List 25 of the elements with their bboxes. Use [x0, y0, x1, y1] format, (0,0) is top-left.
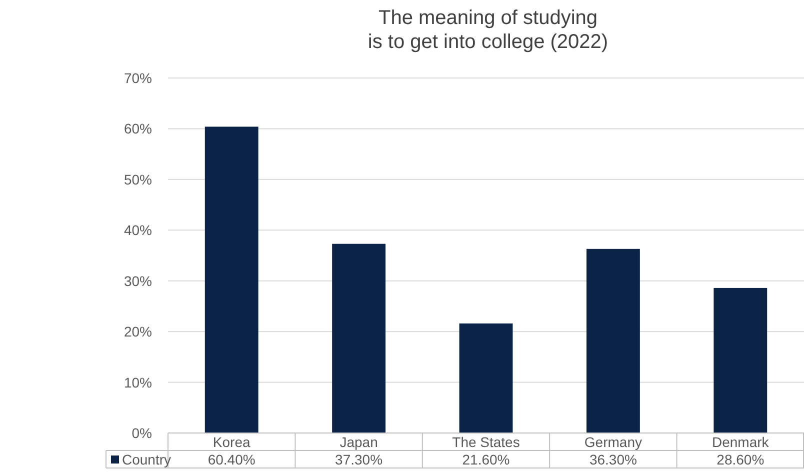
x-tick-label: The States [452, 434, 520, 450]
data-label: 37.30% [335, 452, 383, 468]
x-tick-label: Denmark [712, 434, 770, 450]
y-tick-label: 10% [124, 374, 152, 390]
y-tick-label: 40% [124, 222, 152, 238]
data-label: 28.60% [716, 452, 764, 468]
data-label: 36.30% [589, 452, 637, 468]
y-tick-label: 30% [124, 272, 152, 289]
x-tick-label: Korea [212, 434, 250, 450]
x-tick-label: Germany [584, 434, 642, 450]
y-tick-label: 60% [124, 120, 152, 137]
x-tick-label: Japan [340, 434, 378, 450]
chart-title: The meaning of studying is to get into college (2022) [368, 7, 608, 53]
bar [714, 288, 768, 433]
data-label: 21.60% [462, 452, 510, 468]
y-tick-label: 0% [132, 425, 152, 441]
data-label: 60.40% [208, 452, 256, 468]
bar [586, 248, 640, 433]
y-tick-label: 20% [124, 324, 152, 340]
bar [332, 244, 386, 433]
y-tick-label: 70% [124, 70, 152, 86]
bar [204, 126, 258, 433]
bar [459, 323, 513, 433]
y-tick-label: 50% [124, 171, 152, 188]
legend-label: Country [122, 452, 172, 468]
